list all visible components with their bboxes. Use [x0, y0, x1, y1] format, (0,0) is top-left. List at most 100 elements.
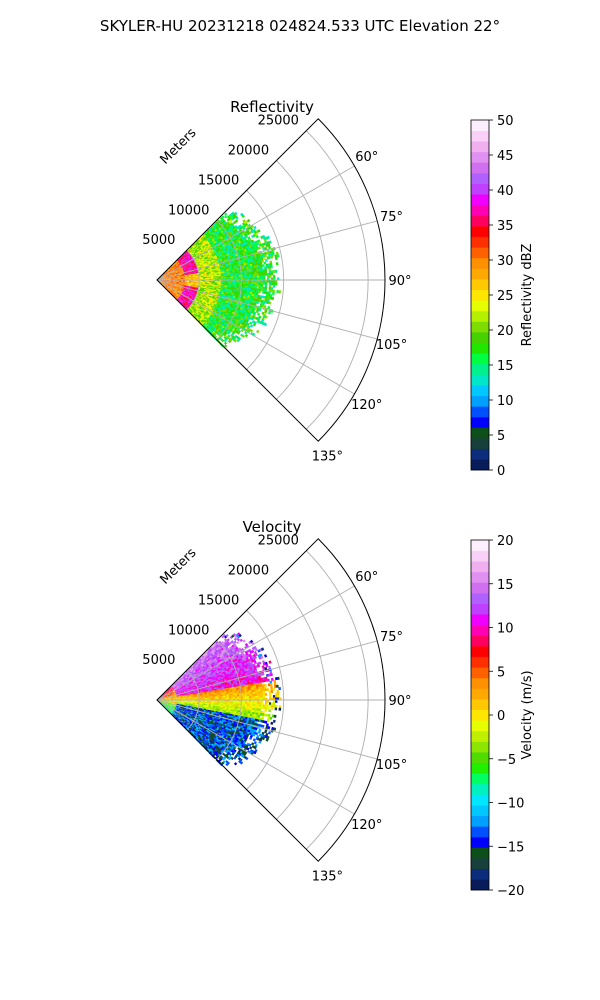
- colorbar-tick-label: 15: [497, 578, 514, 593]
- colorbar-swatch: [471, 688, 489, 700]
- colorbar-swatch: [471, 438, 489, 450]
- azimuth-spoke: [156, 585, 355, 701]
- reflectivity-panel: Reflectivity 5000 10000 15000 20000 25000 Mete…: [142, 98, 535, 479]
- colorbar-swatch: [471, 667, 489, 679]
- colorbar-swatch: [471, 646, 489, 657]
- colorbar-swatch: [471, 374, 489, 386]
- colorbar: 0 5 10 15 20 25 30 35 40 45 50 Reflectivity dBZ: [470, 114, 535, 479]
- colorbar-swatch: [471, 826, 489, 838]
- colorbar-swatch: [471, 709, 489, 721]
- colorbar-swatch: [471, 635, 489, 647]
- colorbar-swatch: [471, 342, 489, 354]
- angle-tick-label: 90°: [388, 694, 411, 709]
- colorbar-swatch: [471, 268, 489, 280]
- angle-tick-label: 90°: [388, 274, 411, 289]
- colorbar-tick-label: 5: [497, 665, 505, 680]
- colorbar-swatch: [471, 448, 489, 460]
- colorbar-swatch: [471, 289, 489, 301]
- colorbar-swatch: [471, 204, 489, 216]
- colorbar-tick-label: −15: [497, 840, 524, 855]
- colorbar-swatch: [471, 571, 489, 583]
- colorbar-swatch: [471, 677, 489, 689]
- colorbar-swatch: [471, 614, 489, 626]
- radial-axis-label: Meters: [158, 545, 200, 587]
- colorbar-tick-label: 25: [497, 289, 514, 304]
- colorbar-swatch: [471, 215, 489, 227]
- colorbar-swatch: [471, 699, 489, 710]
- azimuth-spoke: [156, 279, 355, 395]
- azimuth-spoke: [156, 165, 355, 281]
- radial-tick-label: 15000: [198, 173, 239, 188]
- colorbar-swatch: [471, 805, 489, 817]
- colorbar-swatch: [471, 332, 489, 344]
- colorbar-tick-label: 30: [497, 254, 514, 269]
- colorbar-swatch: [471, 459, 489, 471]
- colorbar-tick-label: 10: [497, 622, 514, 637]
- colorbar-tick-label: 0: [497, 709, 505, 724]
- colorbar-swatch: [471, 752, 489, 764]
- velocity-panel: Velocity 5000 10000 15000 20000 25000 Meters 60…: [142, 518, 535, 899]
- colorbar-swatch: [471, 720, 489, 732]
- colorbar-swatch: [471, 858, 489, 870]
- colorbar-swatch: [471, 741, 489, 753]
- colorbar-tick-label: 15: [497, 359, 514, 374]
- colorbar-swatch: [471, 730, 489, 742]
- radial-tick-label: 5000: [142, 233, 175, 248]
- colorbar-swatch: [471, 561, 489, 573]
- panel-title: Velocity: [243, 518, 302, 536]
- azimuth-spoke: [156, 640, 378, 701]
- colorbar-swatch: [471, 321, 489, 333]
- colorbar-tick-label: 40: [497, 184, 514, 199]
- radial-axis-label: Meters: [158, 125, 200, 167]
- azimuth-spoke: [156, 220, 378, 281]
- radial-tick-label: 25000: [258, 114, 299, 129]
- angle-tick-label: 120°: [351, 818, 382, 833]
- colorbar-swatch: [471, 550, 489, 562]
- angle-tick-label: 105°: [376, 758, 407, 773]
- colorbar-tick-label: 0: [497, 464, 505, 479]
- colorbar-tick-label: 20: [497, 534, 514, 549]
- colorbar-swatch: [471, 353, 489, 365]
- azimuth-spoke: [156, 699, 355, 815]
- angle-tick-label: 135°: [312, 449, 343, 464]
- angle-tick-label: 135°: [312, 869, 343, 884]
- panel-title: Reflectivity: [230, 98, 314, 116]
- colorbar-tick-label: −20: [497, 884, 524, 899]
- sector-frame: [156, 118, 386, 442]
- colorbar-swatch: [471, 141, 489, 153]
- radial-tick-label: 10000: [168, 623, 209, 638]
- colorbar-swatch: [471, 847, 489, 859]
- angle-tick-label: 105°: [376, 338, 407, 353]
- colorbar-tick-label: 5: [497, 429, 505, 444]
- colorbar-tick-label: 50: [497, 114, 514, 129]
- colorbar-swatch: [471, 794, 489, 806]
- angle-tick-label: 60°: [355, 570, 378, 585]
- radial-tick-label: 25000: [258, 534, 299, 549]
- colorbar-swatch: [471, 582, 489, 594]
- angle-tick-label: 120°: [351, 398, 382, 413]
- radial-tick-label: 15000: [198, 593, 239, 608]
- radial-tick-label: 20000: [228, 144, 269, 159]
- colorbar-swatch: [471, 783, 489, 795]
- colorbar-tick-label: −10: [497, 797, 524, 812]
- colorbar-swatch: [471, 363, 489, 375]
- colorbar-swatch: [471, 183, 489, 195]
- colorbar-swatch: [471, 868, 489, 880]
- colorbar-swatch: [471, 257, 489, 269]
- colorbar-swatch: [471, 815, 489, 827]
- colorbar-swatch: [471, 656, 489, 668]
- colorbar-swatch: [471, 416, 489, 428]
- colorbar-swatch: [471, 593, 489, 604]
- colorbar-swatch: [471, 226, 489, 237]
- angle-tick-label: 75°: [380, 630, 403, 645]
- colorbar-swatch: [471, 194, 489, 206]
- colorbar-swatch: [471, 427, 489, 439]
- colorbar-swatch: [471, 762, 489, 774]
- angle-tick-label: 60°: [355, 150, 378, 165]
- colorbar-swatch: [471, 540, 489, 551]
- colorbar-swatch: [471, 310, 489, 322]
- colorbar-tick-label: 10: [497, 394, 514, 409]
- colorbar-swatch: [471, 151, 489, 163]
- colorbar-swatch: [471, 173, 489, 184]
- colorbar-swatch: [471, 406, 489, 418]
